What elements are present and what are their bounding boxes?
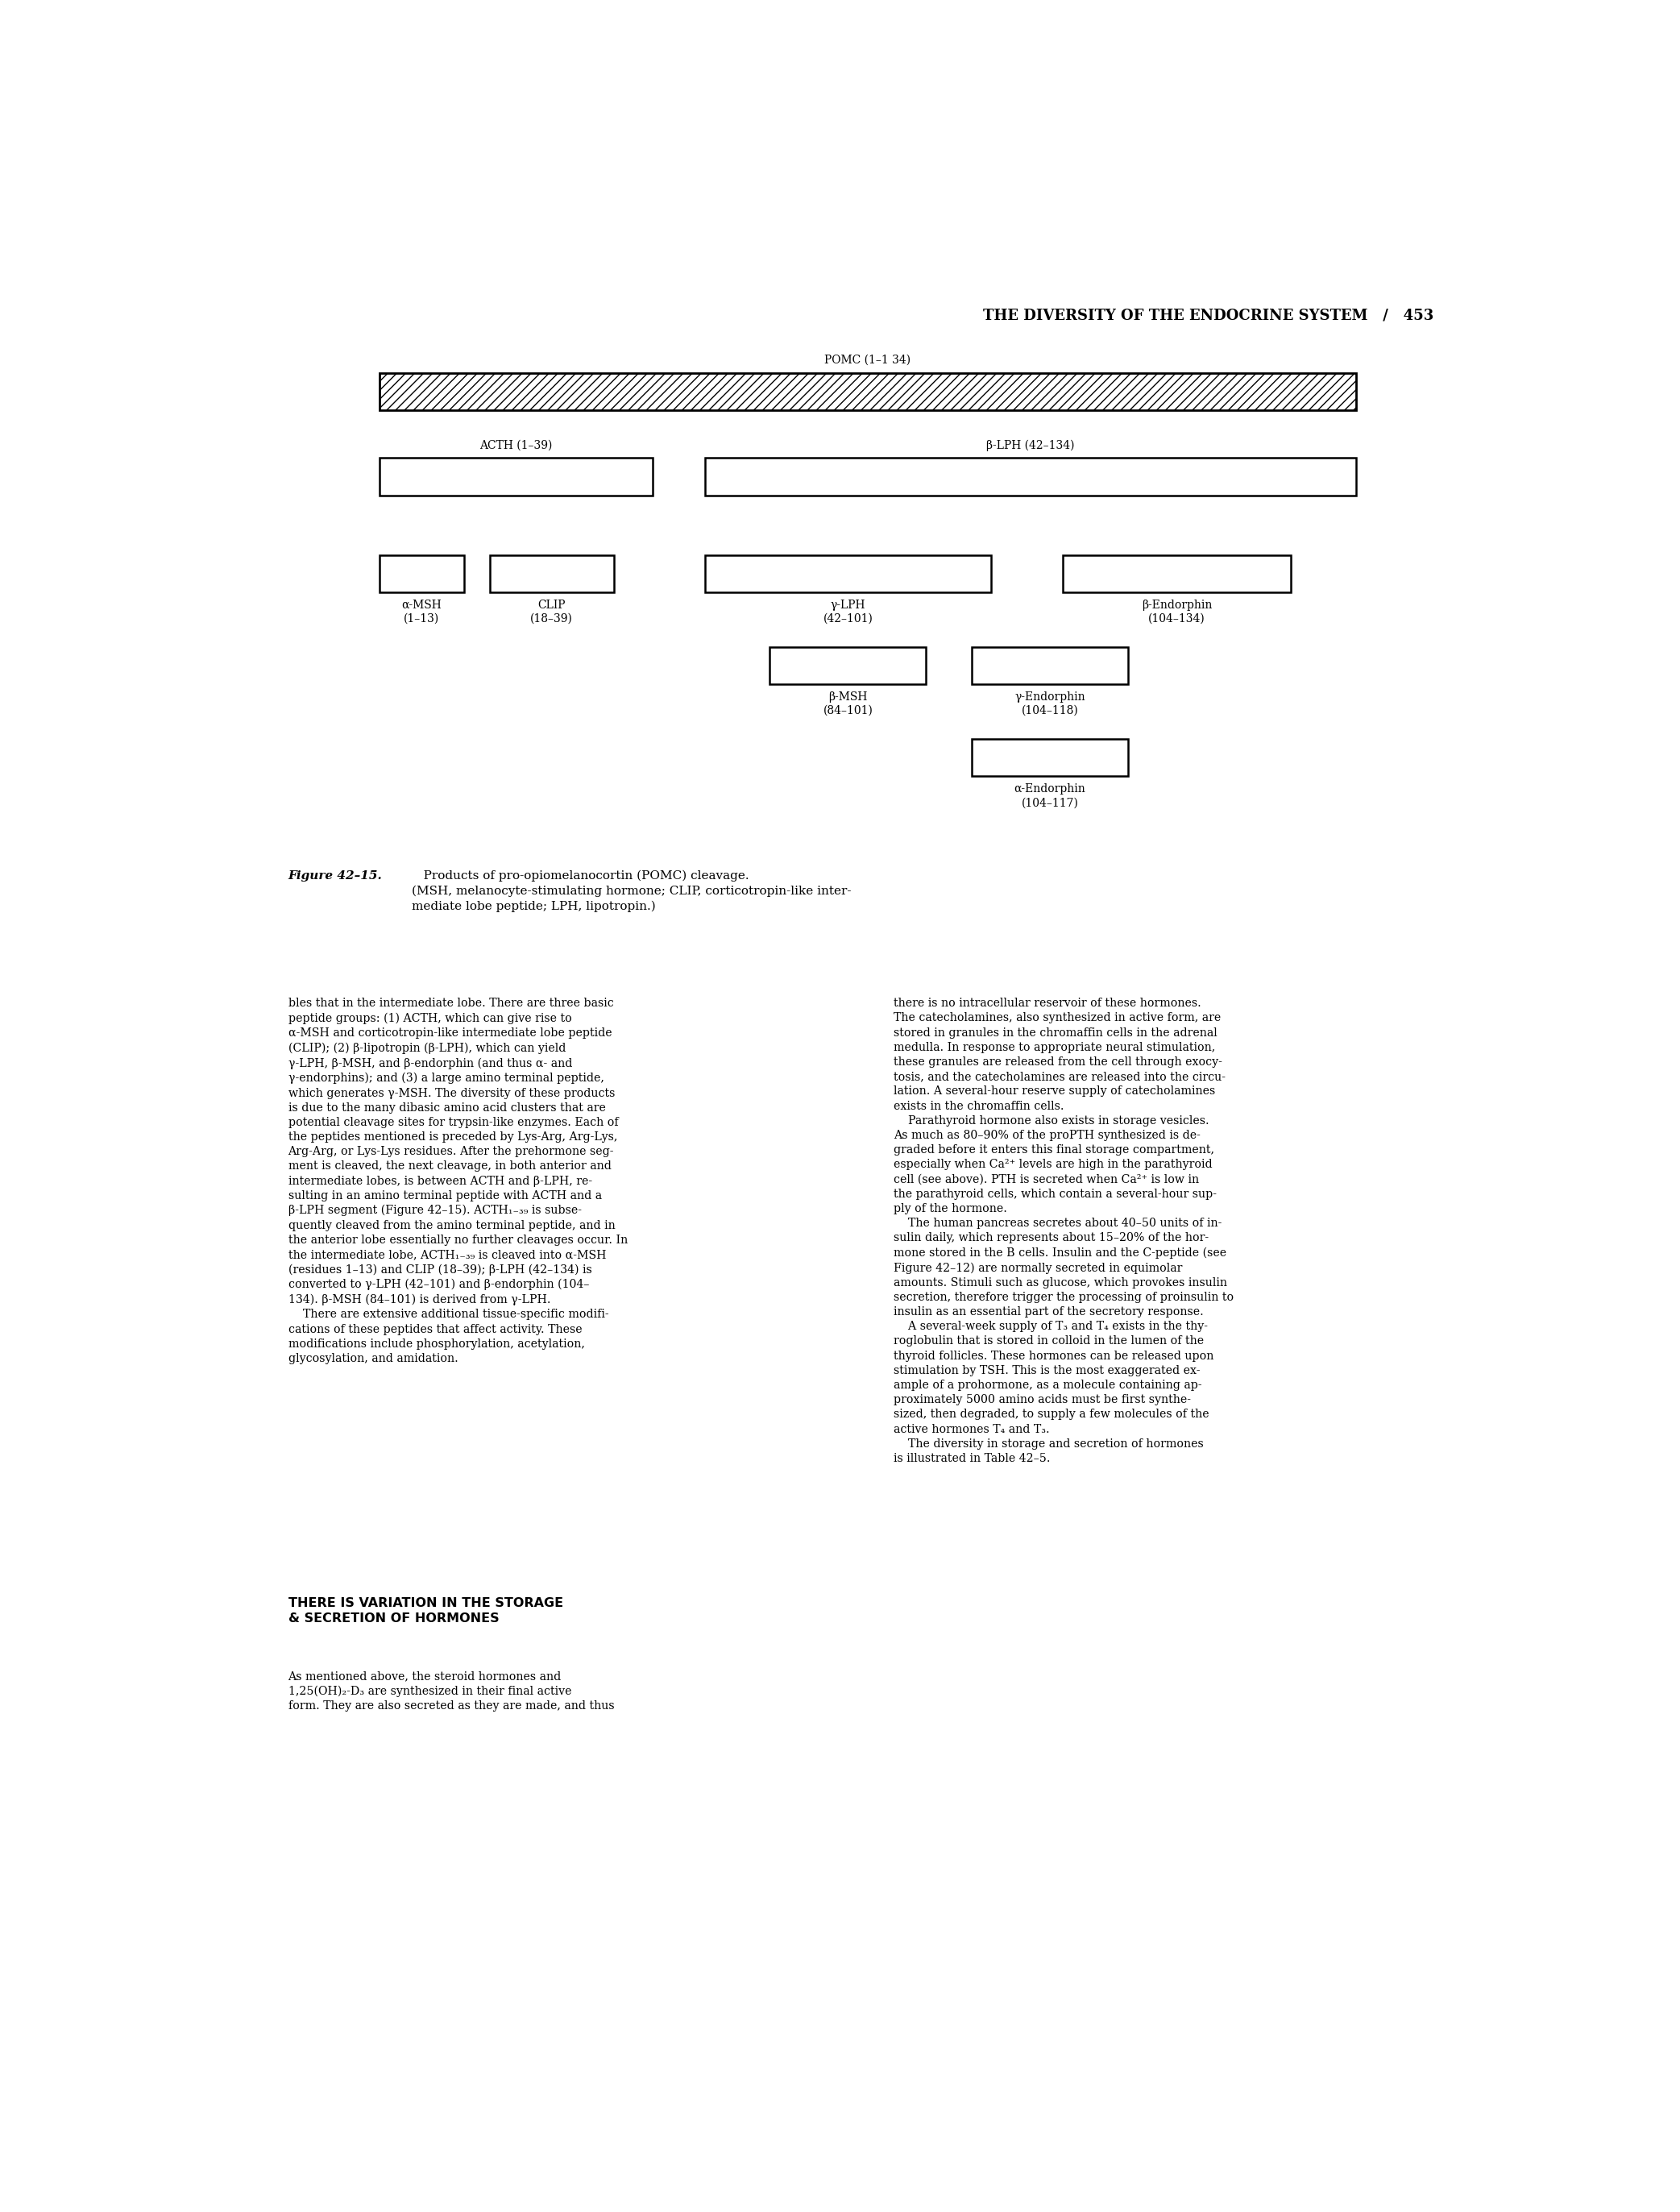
Text: γ-Endorphin
(104–118): γ-Endorphin (104–118) bbox=[1015, 690, 1085, 717]
Text: β-Endorphin
(104–134): β-Endorphin (104–134) bbox=[1141, 599, 1211, 624]
Text: THE DIVERSITY OF THE ENDOCRINE SYSTEM   /   453: THE DIVERSITY OF THE ENDOCRINE SYSTEM / … bbox=[983, 307, 1433, 323]
Bar bbox=[1063, 555, 1290, 593]
Bar bbox=[491, 555, 613, 593]
Bar bbox=[706, 458, 1356, 495]
Text: Figure 42–15.: Figure 42–15. bbox=[289, 869, 381, 880]
Bar bbox=[380, 555, 464, 593]
Text: As mentioned above, the steroid hormones and
1,25(OH)₂-D₃ are synthesized in the: As mentioned above, the steroid hormones… bbox=[289, 1670, 615, 1712]
Text: bles that in the intermediate lobe. There are three basic
peptide groups: (1) AC: bles that in the intermediate lobe. Ther… bbox=[289, 998, 628, 1365]
Text: β-LPH (42–134): β-LPH (42–134) bbox=[986, 440, 1075, 451]
Text: α-Endorphin
(104–117): α-Endorphin (104–117) bbox=[1015, 783, 1085, 807]
Text: α-MSH
(1–13): α-MSH (1–13) bbox=[402, 599, 442, 624]
Text: ACTH (1–39): ACTH (1–39) bbox=[479, 440, 553, 451]
Text: THERE IS VARIATION IN THE STORAGE
& SECRETION OF HORMONES: THERE IS VARIATION IN THE STORAGE & SECR… bbox=[289, 1597, 563, 1624]
Text: Products of pro-opiomelanocortin (POMC) cleavage.
(MSH, melanocyte-stimulating h: Products of pro-opiomelanocortin (POMC) … bbox=[412, 869, 852, 911]
Text: γ-LPH
(42–101): γ-LPH (42–101) bbox=[823, 599, 874, 624]
Bar bbox=[380, 374, 1356, 409]
Text: POMC (1–1 34): POMC (1–1 34) bbox=[825, 354, 911, 365]
Text: CLIP
(18–39): CLIP (18–39) bbox=[531, 599, 573, 624]
Bar bbox=[706, 555, 991, 593]
Bar bbox=[380, 458, 652, 495]
Bar bbox=[971, 739, 1127, 776]
Bar bbox=[769, 646, 926, 684]
Text: β-MSH
(84–101): β-MSH (84–101) bbox=[823, 690, 874, 717]
Bar bbox=[971, 646, 1127, 684]
Text: there is no intracellular reservoir of these hormones.
The catecholamines, also : there is no intracellular reservoir of t… bbox=[894, 998, 1233, 1464]
